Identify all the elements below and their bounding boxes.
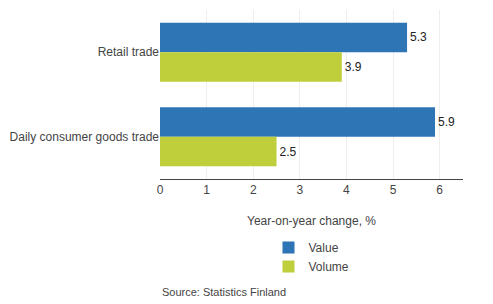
svg-text:Daily consumer goods trade: Daily consumer goods trade [10,130,160,144]
svg-text:Volume: Volume [309,260,349,274]
svg-text:5.9: 5.9 [438,115,455,129]
svg-text:2.5: 2.5 [280,145,297,159]
svg-text:1: 1 [203,183,210,197]
svg-text:Year-on-year change, %: Year-on-year change, % [247,214,376,228]
svg-text:6: 6 [436,183,443,197]
svg-text:5.3: 5.3 [410,30,427,44]
svg-text:3.9: 3.9 [345,60,362,74]
svg-text:0: 0 [157,183,164,197]
svg-text:5: 5 [390,183,397,197]
svg-text:Source: Statistics Finland: Source: Statistics Finland [162,286,286,298]
svg-text:Value: Value [309,241,339,255]
svg-text:2: 2 [250,183,257,197]
svg-text:4: 4 [343,183,350,197]
svg-text:Retail trade: Retail trade [98,45,160,59]
svg-text:3: 3 [297,183,304,197]
